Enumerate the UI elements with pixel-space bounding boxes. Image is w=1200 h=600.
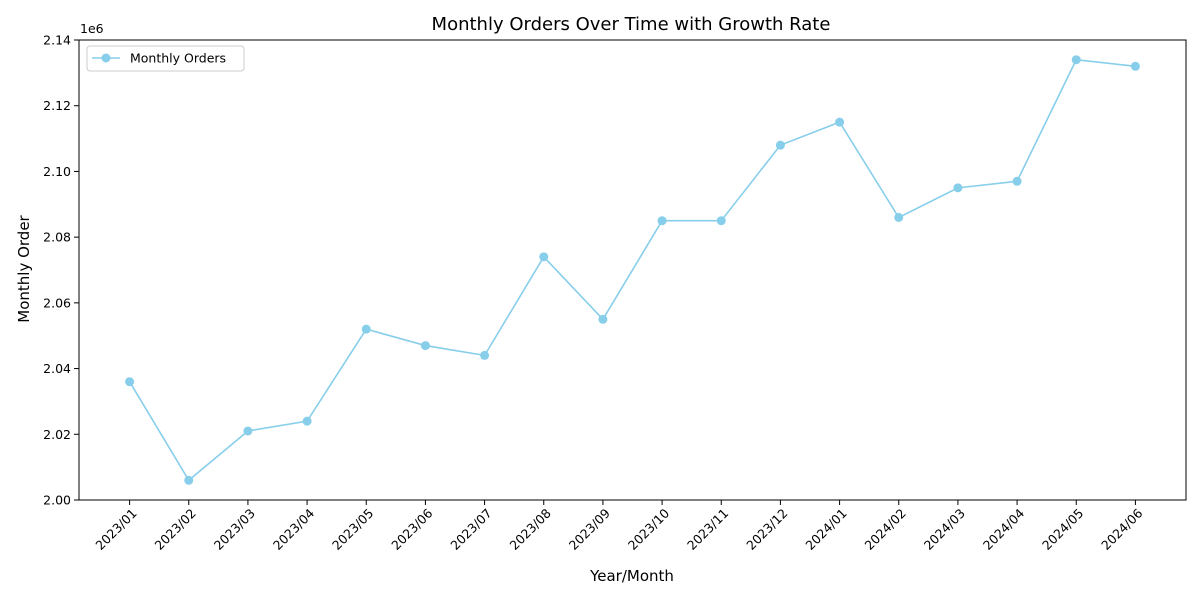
- x-axis-label: Year/Month: [589, 567, 674, 585]
- plot-frame: [78, 39, 1187, 501]
- data-point[interactable]: [953, 183, 963, 193]
- x-tick-label: 2023/06: [388, 505, 435, 552]
- x-tick-label: 2024/01: [802, 506, 849, 553]
- y-tick-label: 2.12: [43, 98, 71, 113]
- y-tick-label: 2.08: [43, 230, 71, 245]
- data-point[interactable]: [539, 252, 549, 262]
- series-line: [128, 58, 1136, 482]
- y-axis-offset-label: 1e6: [80, 21, 104, 36]
- y-tick-label: 2.02: [43, 427, 71, 442]
- x-tick-label: 2023/11: [684, 506, 731, 553]
- x-tick-label: 2024/05: [1039, 506, 1086, 553]
- x-tick-label: 2024/02: [862, 506, 909, 553]
- x-tick-label: 2023/10: [625, 505, 672, 552]
- x-tick-label: 2023/05: [329, 506, 376, 553]
- data-point[interactable]: [835, 117, 845, 127]
- data-point[interactable]: [598, 314, 608, 324]
- data-point[interactable]: [1012, 176, 1022, 186]
- legend-marker-swatch: [101, 53, 111, 63]
- data-point[interactable]: [184, 475, 194, 485]
- data-point[interactable]: [125, 377, 135, 387]
- y-tick-label: 2.10: [43, 164, 71, 179]
- data-point[interactable]: [1071, 55, 1081, 65]
- data-point[interactable]: [243, 426, 253, 436]
- x-tick-label: 2023/04: [270, 505, 317, 552]
- y-tick-label: 2.00: [43, 493, 71, 508]
- y-tick-label: 2.14: [43, 33, 71, 48]
- x-tick-label: 2024/04: [980, 505, 1027, 552]
- legend-box: [86, 45, 245, 72]
- data-point[interactable]: [480, 350, 490, 360]
- axes: [78, 39, 1187, 501]
- data-point[interactable]: [1130, 61, 1140, 71]
- x-tick-label: 2024/03: [921, 506, 968, 553]
- series-layer: [125, 55, 1140, 485]
- legend-label: Monthly Orders: [130, 51, 226, 66]
- data-point[interactable]: [361, 324, 371, 334]
- y-tick-label: 2.04: [43, 361, 71, 376]
- legend[interactable]: Monthly Orders: [86, 45, 245, 72]
- ticks: 2.00 2.02 2.04 2.06 2.08 2.10 2.12 2.14 2023/01 2…: [43, 33, 1145, 553]
- x-tick-label: 2023/08: [507, 505, 554, 552]
- data-point[interactable]: [302, 416, 312, 426]
- x-tick-label: 2024/06: [1098, 505, 1145, 552]
- data-point[interactable]: [775, 140, 785, 150]
- x-tick-label: 2023/07: [447, 506, 494, 553]
- data-point[interactable]: [894, 212, 904, 222]
- x-tick-label: 2023/02: [152, 506, 199, 553]
- chart-title: Monthly Orders Over Time with Growth Rat…: [432, 14, 831, 35]
- data-point[interactable]: [716, 216, 726, 226]
- x-tick-label: 2023/03: [211, 506, 258, 553]
- y-axis-label: Monthly Order: [15, 214, 33, 322]
- y-tick-label: 2.06: [43, 295, 71, 310]
- data-point[interactable]: [657, 216, 667, 226]
- x-tick-label: 2023/12: [743, 506, 790, 553]
- data-point[interactable]: [420, 341, 430, 351]
- x-tick-label: 2023/01: [92, 506, 139, 553]
- x-tick-label: 2023/09: [566, 505, 613, 552]
